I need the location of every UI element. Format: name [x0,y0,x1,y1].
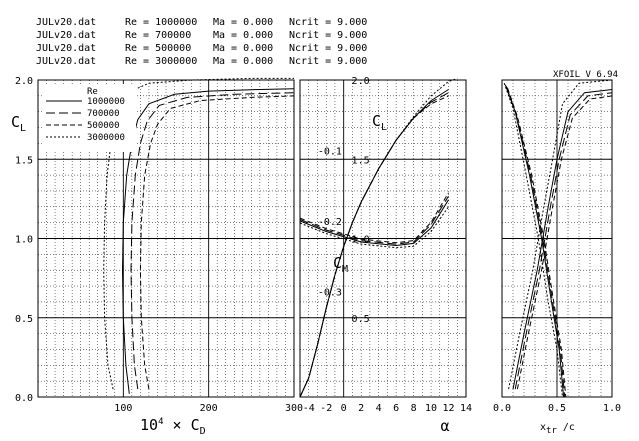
y-tick-label: 2.0 [352,76,370,87]
series-line [516,95,613,390]
legend-title: Re [87,87,98,97]
y-tick-label: 1.5 [15,155,33,166]
header-re: Re = 700000 [125,30,191,41]
series-line [299,206,449,249]
x-tick-label: 8 [411,403,417,414]
x-tick-label: -2 [320,403,332,414]
series-line [507,87,567,398]
header-block: JULv20.dat Re = 1000000 Ma = 0.000 Ncrit… [36,17,367,67]
header-ma: Ma = 0.000 [213,43,273,54]
x-tick-label: 0.5 [548,403,566,414]
plot-frame [299,79,467,398]
series-line [504,84,565,398]
x-axis-label: xtr /c [540,422,575,436]
legend-entry: 700000 [87,109,120,119]
x-tick-label: 0.0 [493,403,511,414]
series-line [514,92,613,390]
plot-frame [501,79,613,398]
series-line [503,83,563,398]
x-tick-label: 1.0 [603,403,621,414]
x-tick-label: 12 [443,403,455,414]
header-file: JULv20.dat [36,43,96,54]
x-tick-label: 0 [341,403,347,414]
header-ma: Ma = 0.000 [213,56,273,67]
header-ncrit: Ncrit = 9.000 [289,30,367,41]
cm-axis-label: CM [333,254,348,275]
header-re: Re = 500000 [125,43,191,54]
x-tick-label: 2 [358,403,364,414]
y-tick-label: 1.5 [352,155,370,166]
lift-curve-panel: -4 -2 0 2 4 6 8 10 12 140.51.01.52.0-0.1-0.2-0.3C… [299,76,472,435]
header-file: JULv20.dat [36,30,96,41]
header-file: JULv20.dat [36,17,96,28]
x-tick-label: 10 [425,403,437,414]
legend-entry: 500000 [87,121,120,131]
header-re: Re = 1000000 [125,17,197,28]
x-tick-label: -4 [303,403,315,414]
header-re: Re = 3000000 [125,56,197,67]
y-tick-label: 0.0 [15,393,33,404]
header-ma: Ma = 0.000 [213,17,273,28]
legend-entry: 3000000 [87,133,125,143]
header-row-1: JULv20.dat Re = 1000000 Ma = 0.000 Ncrit… [36,17,367,28]
transition-panel: 0.0 0.5 1.0 xtr /c [493,79,621,436]
series-line [505,86,566,398]
cm-tick-label: -0.2 [318,217,342,228]
header-ncrit: Ncrit = 9.000 [289,43,367,54]
y-tick-label: 2.0 [15,76,33,87]
x-tick-label: 14 [460,403,472,414]
cl-axis-label: CL [372,112,387,133]
x-axis-label: α [440,417,449,435]
header-row-2: JULv20.dat Re = 700000 Ma = 0.000 Ncrit … [36,30,367,41]
y-tick-label: 1.0 [15,235,33,246]
header-ncrit: Ncrit = 9.000 [289,56,367,67]
x-axis-label: 104 × CD [140,416,206,437]
y-tick-label: 1.0 [352,235,370,246]
x-tick-label: 300 [285,403,303,414]
header-row-3: JULv20.dat Re = 500000 Ma = 0.000 Ncrit … [36,43,367,54]
y-tick-label: 0.5 [15,314,33,325]
legend-box [43,84,136,152]
series-line [512,89,613,390]
series-line [299,77,458,398]
y-axis-label: CL [11,113,26,134]
plot-frame [37,79,295,398]
series-line [299,95,449,398]
xfoil-version-label: XFOIL V 6.94 [553,70,618,80]
header-ncrit: Ncrit = 9.000 [289,17,367,28]
y-tick-label: 0.5 [352,314,370,325]
series-line [130,92,295,390]
series-line [299,199,449,247]
x-tick-label: 4 [376,403,382,414]
series-line [299,192,449,244]
header-ma: Ma = 0.000 [213,30,273,41]
x-tick-label: 200 [200,403,218,414]
drag-polar-panel: 0.0 0.5 1.0 1.5 2.0 100 200 300 CL 104 × CD Re1000… [11,76,303,437]
header-file: JULv20.dat [36,56,96,67]
legend-entry: 1000000 [87,97,125,107]
series-line [299,195,449,245]
x-tick-label: 6 [393,403,399,414]
series-line [508,79,613,390]
x-tick-label: 100 [114,403,132,414]
header-row-4: JULv20.dat Re = 3000000 Ma = 0.000 Ncrit… [36,56,367,67]
cm-tick-label: -0.1 [318,146,342,157]
series-line [299,92,449,398]
